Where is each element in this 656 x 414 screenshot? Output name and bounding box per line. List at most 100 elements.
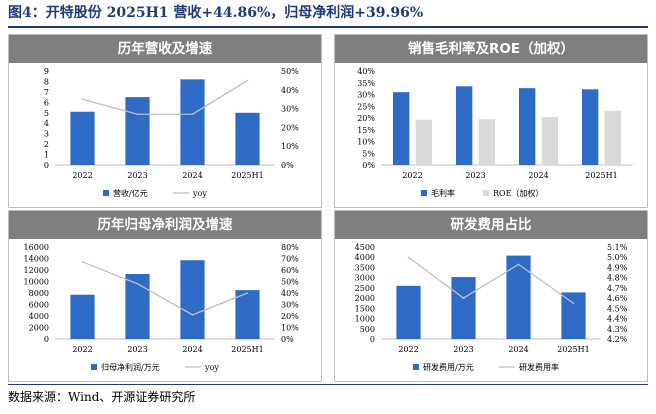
y-right-tick-label: 4.5%: [607, 304, 628, 313]
bar: [180, 260, 205, 339]
y-right-tick-label: 60%: [281, 266, 299, 275]
y-tick-label: 4000: [355, 253, 375, 262]
x-tick-label: 2024: [182, 345, 202, 354]
x-tick-label: 2023: [453, 345, 473, 354]
y-tick-label: 0: [44, 335, 49, 344]
y-tick-label: 40%: [357, 67, 375, 76]
series-line: [82, 79, 248, 115]
figure-title: 图4：开特股份 2025H1 营收+44.86%，归母净利润+39.96%: [8, 5, 424, 21]
x-tick-label: 2024: [508, 345, 528, 354]
y-tick-label: 35%: [357, 79, 375, 88]
x-tick-label: 2023: [127, 345, 147, 354]
line-point: [81, 261, 84, 263]
bar: [125, 97, 150, 165]
y-right-tick-label: 4.2%: [607, 335, 628, 344]
x-tick-label: 2025H1: [557, 345, 589, 354]
bar: [604, 110, 622, 165]
bar: [70, 111, 95, 165]
y-tick-label: 8: [44, 77, 49, 86]
y-tick-label: 7: [44, 88, 49, 97]
legend-label: yoy: [192, 189, 207, 198]
y-tick-label: 20%: [357, 114, 375, 123]
y-right-tick-label: 20%: [281, 312, 299, 321]
legend-swatch: [91, 364, 97, 370]
bar: [415, 119, 433, 165]
y-tick-label: 1: [44, 151, 49, 160]
y-right-tick-label: 5.1%: [607, 243, 628, 252]
bar: [561, 292, 586, 339]
y-tick-label: 2000: [29, 324, 49, 333]
y-tick-label: 1000: [355, 315, 375, 324]
line-point: [517, 263, 520, 266]
bar: [396, 285, 421, 339]
chart-panel-net-profit: 历年归母净利润及增速 0 2000 4000 6000 8000 10000 12000 14…: [8, 210, 322, 382]
source-note: 数据来源：Wind、开源证券研究所: [8, 390, 196, 404]
series-line: [82, 261, 248, 316]
y-right-tick-label: 0%: [281, 335, 294, 344]
x-tick-label: 2023: [465, 171, 485, 180]
x-tick-label: 2023: [127, 171, 147, 180]
bar: [392, 92, 410, 165]
line-point: [462, 297, 465, 299]
y-right-tick-label: 4.3%: [607, 325, 628, 334]
y-tick-label: 4: [44, 119, 49, 128]
chart-panel-rd-expense: 研发费用占比 0 500 1000 1500 2000 2500 3000 3500 4000 4…: [334, 210, 648, 382]
x-tick-label: 2025H1: [231, 345, 263, 354]
x-tick-label: 2025H1: [585, 171, 617, 180]
chart-panel-revenue: 历年营收及增速 0 1 2 3 4 5 6 7 8 9 0% 10% 20% 30% 40% 50% 2022 2…: [8, 34, 322, 208]
x-tick-label: 2025H1: [231, 171, 263, 180]
y-right-tick-label: 4.6%: [607, 294, 628, 303]
y-right-tick-label: 4.8%: [607, 274, 628, 283]
bottom-rule: [8, 384, 648, 385]
bar: [478, 119, 496, 165]
y-right-tick-label: 30%: [281, 105, 299, 114]
line-point: [407, 256, 410, 259]
y-right-tick-label: 20%: [281, 123, 299, 132]
y-right-tick-label: 0%: [281, 161, 294, 170]
y-right-tick-label: 10%: [281, 324, 299, 333]
legend-label: 研发费用/万元: [423, 362, 474, 372]
y-tick-label: 0%: [362, 161, 375, 170]
y-tick-label: 500: [360, 325, 375, 334]
bar: [180, 79, 205, 165]
x-tick-label: 2022: [72, 171, 92, 180]
y-right-tick-label: 4.7%: [607, 284, 628, 293]
x-tick-label: 2024: [528, 171, 548, 180]
bar: [235, 290, 260, 339]
y-right-tick-label: 50%: [281, 278, 299, 287]
bar: [581, 89, 599, 165]
y-tick-label: 0: [370, 335, 375, 344]
y-right-tick-label: 50%: [281, 67, 299, 76]
y-tick-label: 10000: [24, 278, 49, 287]
y-tick-label: 5: [44, 109, 49, 118]
legend-swatch: [421, 190, 427, 196]
y-right-tick-label: 10%: [281, 142, 299, 151]
y-tick-label: 1500: [355, 304, 375, 313]
y-tick-label: 3: [44, 130, 49, 139]
y-tick-label: 3500: [355, 263, 375, 272]
y-right-tick-label: 40%: [281, 86, 299, 95]
legend-label: 营收/亿元: [113, 188, 148, 198]
y-right-tick-label: 40%: [281, 289, 299, 298]
y-tick-label: 16000: [24, 243, 49, 252]
x-tick-label: 2022: [402, 171, 422, 180]
bar: [518, 88, 536, 165]
legend-label: ROE（加权）: [493, 188, 543, 198]
legend-swatch: [483, 190, 489, 196]
y-right-tick-label: 80%: [281, 243, 299, 252]
line-point: [191, 113, 194, 116]
y-tick-label: 0: [44, 161, 49, 170]
y-right-tick-label: 30%: [281, 301, 299, 310]
y-tick-label: 14000: [24, 255, 49, 264]
bar: [541, 117, 559, 165]
line-point: [572, 302, 575, 305]
y-tick-label: 2: [44, 140, 49, 149]
y-tick-label: 10%: [357, 138, 375, 147]
line-point: [246, 292, 249, 294]
bar: [451, 277, 476, 339]
legend-label: 归母净利润/万元: [101, 362, 160, 372]
y-tick-label: 25%: [357, 102, 375, 111]
y-tick-label: 9: [44, 67, 49, 76]
bar: [455, 86, 473, 165]
